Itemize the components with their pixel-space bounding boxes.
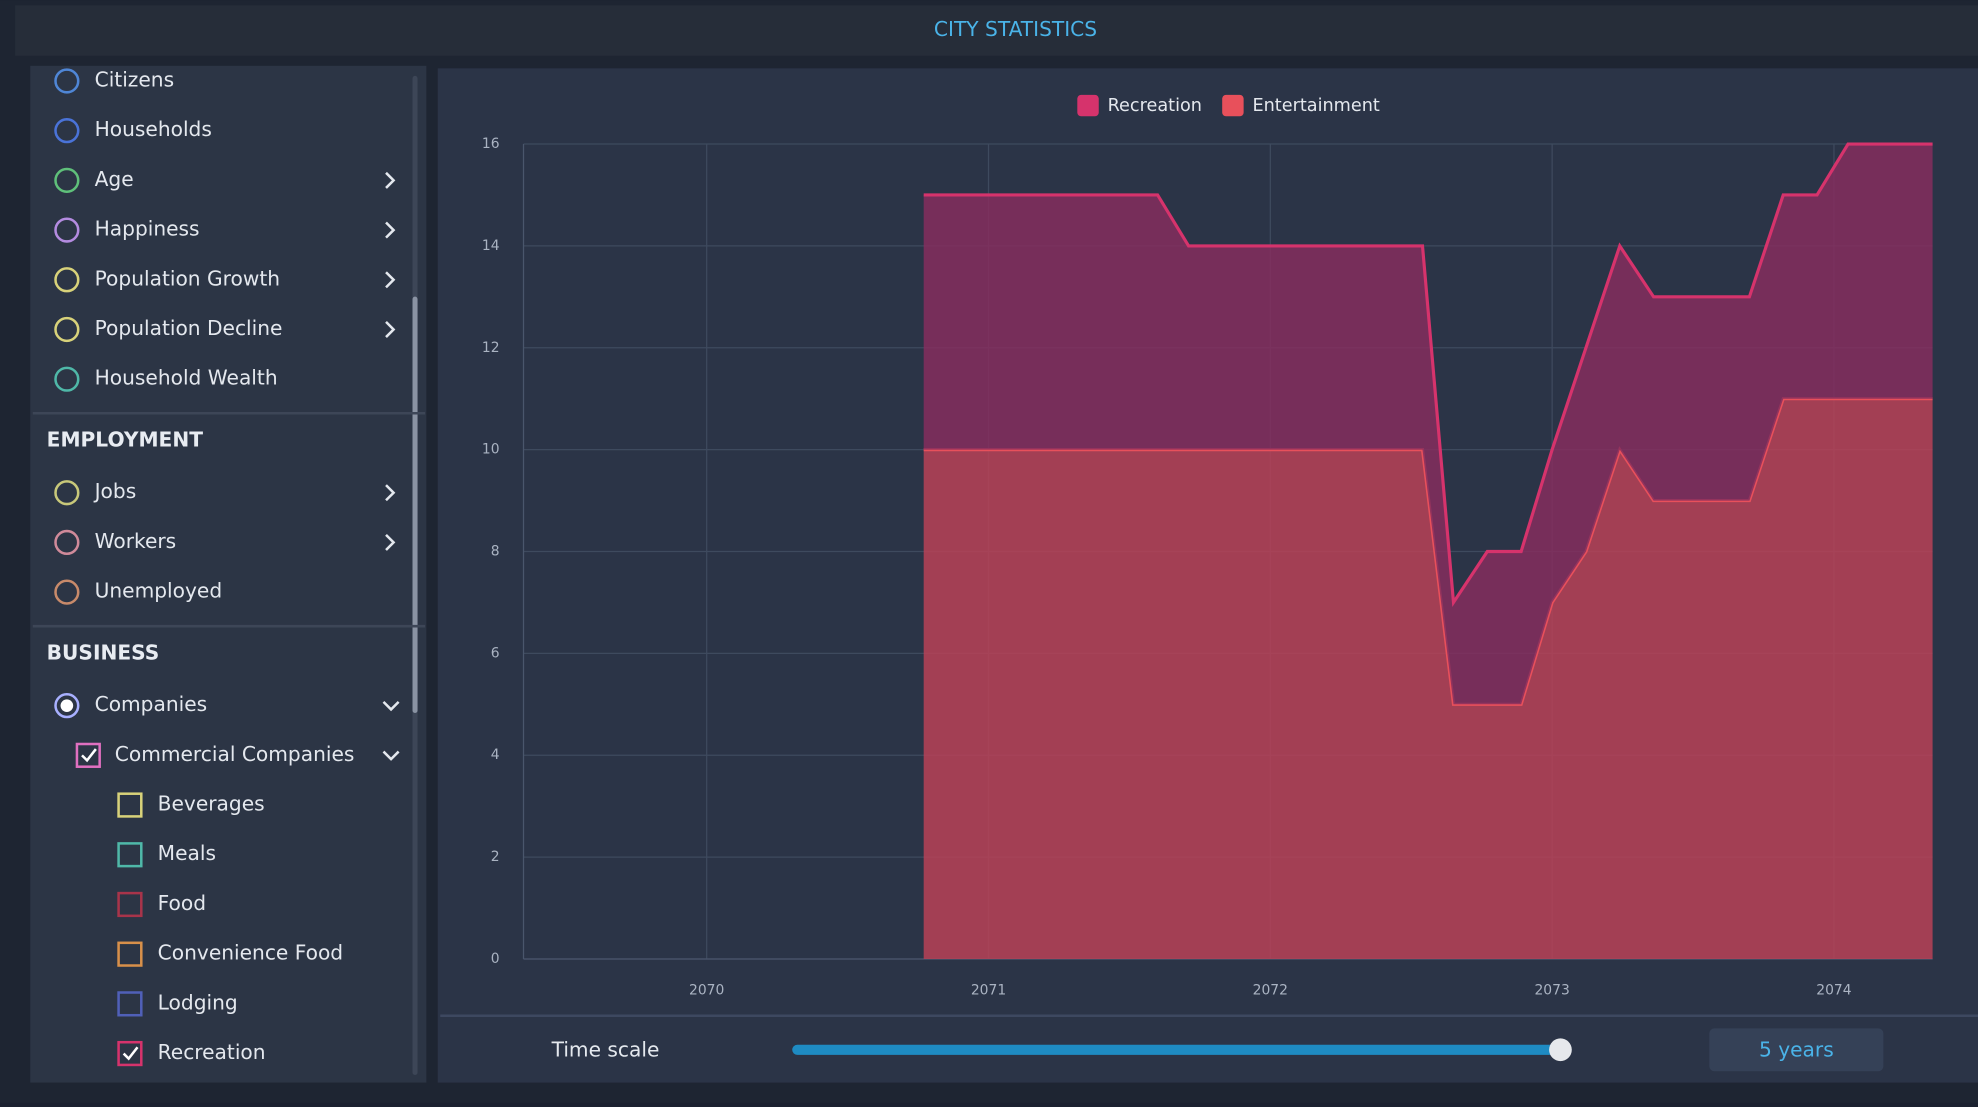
section-heading: BUSINESS bbox=[47, 640, 160, 664]
legend-swatch bbox=[1222, 94, 1244, 117]
expand-arrow[interactable] bbox=[385, 171, 396, 189]
toggle-circle[interactable] bbox=[54, 267, 80, 293]
checkbox[interactable] bbox=[117, 792, 143, 818]
area bbox=[923, 144, 1933, 705]
checkbox[interactable] bbox=[117, 991, 143, 1017]
sidebar-item-label[interactable]: Households bbox=[95, 117, 212, 141]
toggle-circle[interactable] bbox=[54, 68, 80, 94]
legend-label: Entertainment bbox=[1252, 96, 1379, 116]
scrollbar-thumb[interactable] bbox=[412, 296, 418, 713]
radio-dot bbox=[60, 699, 74, 712]
check-mark bbox=[81, 748, 97, 763]
sidebar-item-label[interactable]: Unemployed bbox=[95, 579, 223, 603]
area-line bbox=[923, 142, 1933, 608]
collapse-arrow[interactable] bbox=[382, 700, 400, 712]
y-tick-label: 10 bbox=[482, 442, 500, 458]
legend-label: Recreation bbox=[1108, 96, 1202, 116]
time-scale-value: 5 years bbox=[1759, 1038, 1834, 1062]
y-tick-label: 0 bbox=[491, 951, 500, 967]
toggle-circle[interactable] bbox=[54, 167, 80, 193]
time-scale-value-box[interactable] bbox=[1709, 1028, 1884, 1072]
window-title: CITY STATISTICS bbox=[934, 17, 1097, 41]
y-tick-label: 8 bbox=[491, 544, 500, 560]
x-tick-label: 2070 bbox=[689, 982, 724, 998]
sidebar-item-label[interactable]: Population Growth bbox=[95, 266, 280, 290]
expand-arrow[interactable] bbox=[385, 484, 396, 502]
collapse-arrow[interactable] bbox=[382, 750, 400, 761]
sidebar-item-label[interactable]: Beverages bbox=[158, 792, 265, 816]
sidebar-item-label[interactable]: Citizens bbox=[95, 67, 174, 91]
x-tick-label: 2071 bbox=[971, 982, 1006, 998]
sidebar-item-label[interactable]: Workers bbox=[95, 529, 177, 553]
sidebar-item-label[interactable]: Commercial Companies bbox=[115, 742, 355, 766]
toggle-circle[interactable] bbox=[54, 316, 80, 343]
radio-button[interactable] bbox=[54, 693, 80, 719]
sidebar-item-label[interactable]: Meals bbox=[158, 841, 216, 865]
toggle-circle[interactable] bbox=[54, 118, 80, 144]
sidebar-item-label[interactable]: Convenience Food bbox=[158, 941, 343, 965]
y-tick-label: 16 bbox=[482, 136, 500, 152]
y-tick-label: 4 bbox=[491, 747, 500, 763]
checkbox[interactable] bbox=[117, 1040, 143, 1067]
check-mark bbox=[122, 1046, 139, 1061]
sidebar-item-label[interactable]: Companies bbox=[95, 692, 208, 716]
time-scale-slider[interactable] bbox=[792, 1044, 1561, 1055]
checkbox[interactable] bbox=[117, 891, 143, 918]
y-tick-label: 12 bbox=[482, 340, 500, 356]
section-heading: EMPLOYMENT bbox=[47, 427, 204, 451]
toggle-circle[interactable] bbox=[54, 366, 80, 392]
sidebar-item-label[interactable]: Food bbox=[158, 891, 206, 915]
toggle-circle[interactable] bbox=[54, 217, 80, 243]
title-bar bbox=[15, 5, 1978, 56]
sidebar-item-label[interactable]: Age bbox=[95, 167, 134, 191]
y-tick-label: 6 bbox=[491, 645, 500, 661]
time-scale-label: Time scale bbox=[551, 1038, 660, 1062]
expand-arrow[interactable] bbox=[385, 321, 396, 338]
sidebar-item-label[interactable]: Recreation bbox=[158, 1040, 266, 1064]
sidebar-item-label[interactable]: Jobs bbox=[93, 479, 137, 503]
slider-knob[interactable] bbox=[1549, 1038, 1572, 1062]
sidebar-item-label[interactable]: Population Decline bbox=[95, 316, 283, 340]
checkbox[interactable] bbox=[75, 742, 101, 768]
expand-arrow[interactable] bbox=[385, 221, 396, 239]
toggle-circle[interactable] bbox=[54, 529, 80, 556]
x-tick-label: 2072 bbox=[1253, 982, 1288, 998]
sidebar-item-label[interactable]: Household Wealth bbox=[95, 366, 278, 390]
sidebar-item-label[interactable]: Lodging bbox=[158, 990, 238, 1014]
area bbox=[923, 398, 1933, 959]
sidebar-item-label[interactable]: Happiness bbox=[95, 217, 200, 241]
x-tick-label: 2073 bbox=[1534, 982, 1569, 998]
toggle-circle[interactable] bbox=[54, 579, 80, 605]
checkbox[interactable] bbox=[117, 842, 143, 868]
expand-arrow[interactable] bbox=[385, 533, 396, 551]
sidebar bbox=[30, 65, 427, 1083]
x-tick-label: 2074 bbox=[1816, 982, 1851, 998]
legend-swatch bbox=[1077, 94, 1099, 117]
checkbox[interactable] bbox=[117, 941, 143, 967]
y-tick-label: 2 bbox=[491, 849, 500, 865]
expand-arrow[interactable] bbox=[385, 271, 396, 289]
y-tick-label: 14 bbox=[482, 238, 500, 254]
toggle-circle[interactable] bbox=[54, 480, 80, 506]
